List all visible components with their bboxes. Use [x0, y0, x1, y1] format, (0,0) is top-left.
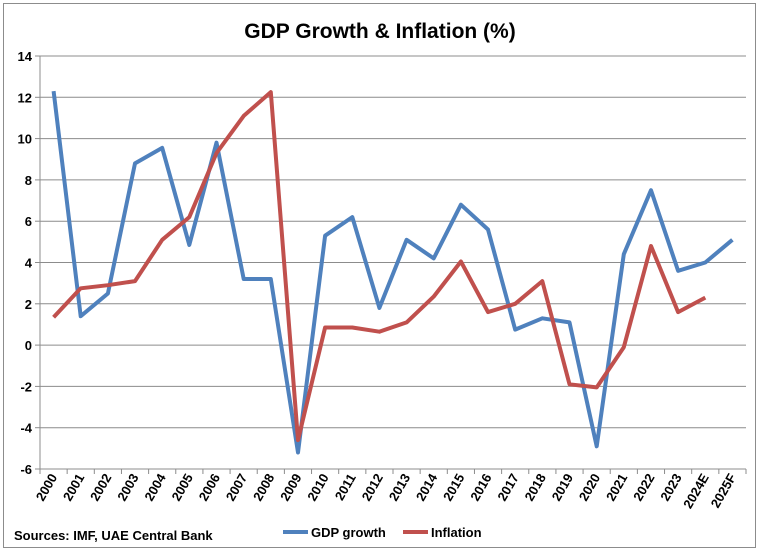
series-lines — [51, 90, 734, 455]
y-tick-label: 14 — [18, 49, 33, 64]
x-tick-label: 2005 — [168, 471, 195, 504]
x-tick-label: 2017 — [494, 471, 521, 504]
x-tick-label: 2002 — [87, 471, 114, 504]
y-axis: -6 -4 -2 0 2 4 6 8 10 12 14 — [18, 49, 41, 477]
x-tick-label: 2000 — [33, 471, 60, 504]
y-tick-label: 6 — [25, 214, 32, 229]
x-axis: 2000 2001 2002 2003 2004 2005 2006 2007 2008 2009… — [33, 469, 747, 511]
x-tick-label: 2011 — [332, 471, 359, 503]
x-tick-label: 2003 — [114, 471, 141, 504]
x-tick-label: 2021 — [603, 471, 630, 504]
y-tick-label: 4 — [25, 256, 33, 271]
series-line-0 — [51, 90, 734, 455]
x-tick-label: 2019 — [549, 471, 576, 504]
x-tick-label: 2009 — [277, 471, 304, 504]
x-tick-label: 2024E — [680, 471, 712, 511]
x-tick-label: 2013 — [386, 471, 413, 504]
source-note: Sources: IMF, UAE Central Bank — [14, 528, 213, 543]
legend: GDP growth Inflation — [283, 525, 482, 540]
y-tick-label: 12 — [18, 90, 32, 105]
y-tick-label: -2 — [20, 379, 32, 394]
gridlines — [40, 55, 746, 470]
x-tick-label: 2020 — [576, 471, 603, 504]
x-tick-label: 2010 — [304, 471, 331, 504]
x-tick-label: 2008 — [250, 471, 277, 504]
x-tick-label: 2007 — [223, 471, 250, 504]
y-tick-label: 0 — [25, 338, 32, 353]
x-tick-label: 2012 — [359, 471, 386, 504]
x-tick-label: 2006 — [196, 471, 223, 504]
x-tick-label: 2023 — [657, 471, 684, 504]
x-tick-label: 2022 — [630, 471, 657, 504]
legend-label: GDP growth — [311, 525, 386, 540]
x-tick-label: 2015 — [440, 471, 467, 504]
y-tick-label: -6 — [20, 462, 32, 477]
series-line-1 — [52, 90, 707, 443]
x-tick-label: 2004 — [141, 470, 169, 503]
y-tick-label: 2 — [25, 297, 32, 312]
y-tick-label: -4 — [20, 421, 32, 436]
y-tick-label: 8 — [25, 173, 32, 188]
chart-title: GDP Growth & Inflation (%) — [244, 20, 515, 43]
chart-frame — [3, 3, 756, 548]
x-tick-label: 2025F — [708, 471, 739, 510]
x-tick-label: 2018 — [521, 471, 548, 504]
x-tick-label: 2001 — [60, 471, 87, 504]
x-tick-label: 2014 — [413, 470, 441, 503]
y-tick-label: 10 — [18, 132, 32, 147]
x-tick-label: 2016 — [467, 471, 494, 504]
legend-label: Inflation — [431, 525, 482, 540]
